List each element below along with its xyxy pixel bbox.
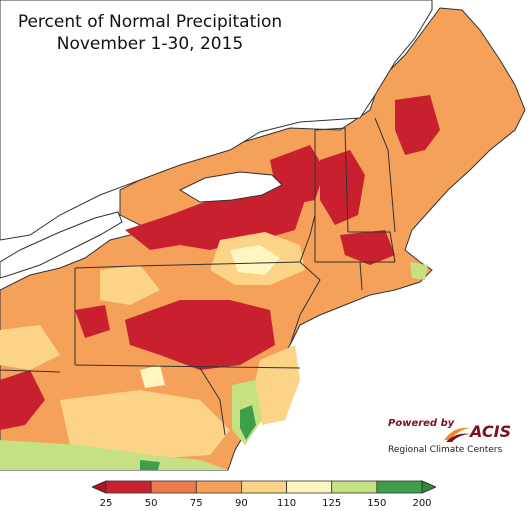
regional-climate-centers-text: Regional Climate Centers	[388, 445, 503, 455]
dry-patch	[270, 145, 325, 205]
legend-tick-label: 150	[367, 498, 387, 509]
map-subtitle: November 1-30, 2015	[56, 34, 244, 54]
legend-low-arrow	[90, 480, 107, 494]
map-title: Percent of Normal Precipitation	[17, 12, 283, 32]
dry-patch	[75, 305, 110, 338]
legend-bar	[90, 480, 438, 494]
legend-swatch	[241, 480, 287, 494]
legend-swatch	[331, 480, 378, 494]
legend-tick-label: 110	[277, 498, 297, 509]
acis-brand: ACIS	[470, 422, 512, 441]
acis-swoosh-icon	[444, 427, 470, 442]
legend-high-arrow	[421, 480, 438, 494]
state-borders	[0, 117, 396, 436]
lake-ontario	[178, 171, 283, 203]
above-normal-patch	[410, 262, 428, 280]
legend-tick-label: 75	[189, 498, 203, 509]
legend-tick-label: 200	[412, 498, 432, 509]
wet-patch	[140, 460, 160, 470]
precipitation-map	[0, 0, 526, 471]
legend-tick-label: 50	[144, 498, 158, 509]
above-normal-patch	[0, 440, 228, 470]
near-normal-patch	[230, 245, 280, 275]
dry-patch	[340, 230, 395, 265]
legend-tick-label: 25	[99, 498, 113, 509]
legend-swatch	[286, 480, 333, 494]
legend-swatch	[195, 480, 242, 494]
legend-swatch	[376, 480, 423, 494]
legend-tick-label: 125	[322, 498, 342, 509]
lake-huron-ontario-north	[0, 0, 433, 241]
dry-patch	[125, 300, 275, 370]
near-normal-patch	[0, 325, 60, 370]
powered-by-text: Powered by	[388, 418, 455, 429]
legend-swatch	[150, 480, 197, 494]
dry-patch	[0, 370, 45, 430]
lake-erie	[0, 211, 123, 279]
near-normal-patch	[100, 265, 160, 305]
legend-swatch	[105, 480, 152, 494]
wet-patch	[240, 405, 256, 440]
color-legend: 25 50 75 90 110 125 150 200	[90, 480, 438, 510]
dry-patch	[395, 95, 440, 155]
near-normal-patch	[140, 365, 165, 388]
near-normal-patch	[60, 390, 230, 460]
legend-tick-label: 90	[235, 498, 248, 509]
dry-patch	[320, 150, 365, 225]
acis-credit-logo: Powered by ACIS Regional Climate Centers	[382, 416, 512, 458]
near-normal-patch	[252, 345, 300, 425]
